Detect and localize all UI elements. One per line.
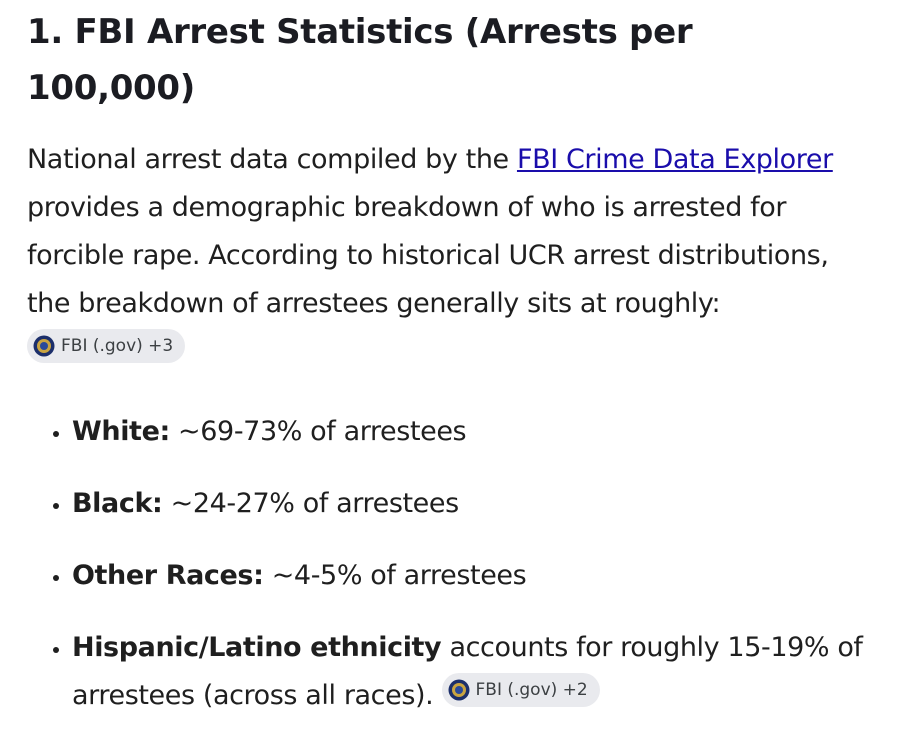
- paragraph: National arrest data compiled by the FBI…: [27, 136, 857, 376]
- list-item: White: ~69-73% of arrestees: [72, 408, 882, 456]
- seal-icon: [33, 335, 55, 357]
- seal-icon: [448, 679, 469, 701]
- text: provides a demographic breakdown of who …: [27, 192, 829, 319]
- source-chip[interactable]: FBI (.gov) +3: [27, 329, 186, 363]
- list-item: Black: ~24-27% of arrestees: [72, 480, 882, 528]
- heading: 1. FBI Arrest Statistics (Arrests per 10…: [27, 12, 693, 108]
- bullet-list: White: ~69-73% of arrestees Black: ~24-27…: [27, 408, 882, 744]
- link[interactable]: FBI Crime Data Explorer: [516, 144, 833, 175]
- chip-label: FBI (.gov) +3: [61, 336, 174, 356]
- list-item: Hispanic/Latino ethnicity accounts for r…: [72, 624, 882, 720]
- item-text: ~69-73% of arrestees: [169, 416, 467, 447]
- text: National arrest data compiled by the: [27, 144, 517, 175]
- item-text: ~24-27% of arrestees: [162, 488, 460, 519]
- item-text: accounts for roughly 15-19% of arrestees…: [72, 632, 863, 711]
- list-item: Other Races: ~4-5% of arrestees: [72, 552, 882, 600]
- item-label: Black:: [72, 488, 163, 519]
- item-label: Hispanic/Latino ethnicity: [72, 632, 442, 663]
- chip-label: FBI (.gov) +2: [475, 680, 588, 700]
- source-chip[interactable]: FBI (.gov) +2: [441, 673, 600, 707]
- item-label: White:: [72, 416, 170, 447]
- item-text: ~4-5% of arrestees: [263, 560, 527, 591]
- item-label: Other Races:: [72, 560, 264, 591]
